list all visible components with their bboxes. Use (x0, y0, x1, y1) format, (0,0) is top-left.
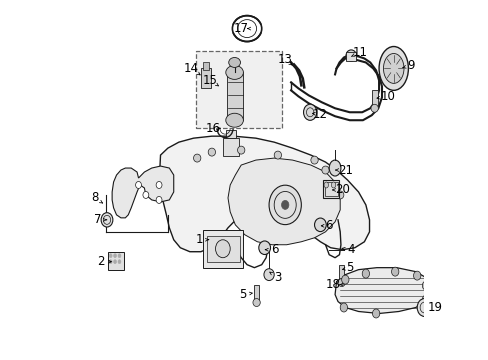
Ellipse shape (118, 260, 121, 264)
Bar (371, 90, 377, 108)
Ellipse shape (156, 181, 162, 189)
Polygon shape (160, 136, 369, 252)
Ellipse shape (321, 166, 328, 174)
Ellipse shape (268, 185, 301, 225)
FancyBboxPatch shape (195, 50, 282, 128)
Bar (346, 53, 356, 62)
Bar (107, 252, 123, 270)
Ellipse shape (135, 181, 141, 189)
Text: 21: 21 (337, 163, 352, 176)
Polygon shape (227, 158, 340, 245)
Ellipse shape (413, 271, 420, 280)
Ellipse shape (208, 148, 215, 156)
Bar (206, 236, 239, 262)
Text: 12: 12 (312, 108, 327, 121)
Ellipse shape (113, 254, 116, 258)
Text: 18: 18 (325, 278, 340, 291)
Bar (324, 182, 337, 196)
Ellipse shape (328, 160, 340, 176)
Bar (225, 130, 236, 138)
Text: 6: 6 (325, 219, 332, 232)
Ellipse shape (258, 241, 270, 255)
Text: 20: 20 (334, 184, 349, 197)
Ellipse shape (340, 303, 347, 312)
Ellipse shape (101, 213, 113, 227)
Ellipse shape (314, 218, 325, 231)
Ellipse shape (378, 46, 407, 90)
Polygon shape (334, 268, 429, 314)
Ellipse shape (383, 54, 403, 84)
Text: 9: 9 (407, 59, 414, 72)
Text: 8: 8 (91, 192, 98, 204)
Polygon shape (112, 166, 173, 218)
Bar (201, 68, 211, 88)
Text: 14: 14 (183, 62, 199, 75)
Ellipse shape (142, 192, 148, 198)
Ellipse shape (372, 309, 379, 318)
Text: 3: 3 (274, 271, 281, 284)
Text: 2: 2 (97, 255, 104, 268)
Ellipse shape (336, 191, 343, 199)
Text: 19: 19 (427, 301, 442, 314)
Ellipse shape (324, 182, 328, 188)
Bar (339, 265, 343, 283)
Text: 5: 5 (346, 261, 353, 274)
Ellipse shape (109, 254, 112, 258)
Ellipse shape (281, 201, 288, 210)
Ellipse shape (422, 295, 429, 304)
Ellipse shape (215, 240, 230, 258)
Text: 13: 13 (277, 53, 292, 66)
Bar (203, 230, 243, 268)
Text: 7: 7 (94, 213, 101, 226)
Ellipse shape (118, 254, 121, 258)
Ellipse shape (331, 182, 335, 188)
Ellipse shape (109, 260, 112, 264)
Text: 4: 4 (347, 243, 354, 256)
Bar (226, 72, 242, 120)
Bar (323, 180, 339, 198)
Ellipse shape (252, 298, 260, 306)
Ellipse shape (274, 151, 281, 159)
Ellipse shape (264, 269, 274, 280)
Ellipse shape (337, 279, 345, 287)
Ellipse shape (204, 234, 211, 242)
Ellipse shape (303, 104, 316, 120)
Bar (223, 138, 239, 156)
Ellipse shape (391, 267, 398, 276)
Ellipse shape (370, 104, 378, 112)
Text: 15: 15 (203, 74, 217, 87)
Ellipse shape (416, 298, 431, 316)
Text: 16: 16 (205, 122, 221, 135)
Ellipse shape (422, 281, 429, 290)
Ellipse shape (113, 260, 116, 264)
Bar (203, 62, 208, 71)
Text: 10: 10 (380, 90, 394, 103)
Ellipse shape (341, 275, 348, 284)
Ellipse shape (225, 66, 243, 80)
Ellipse shape (225, 113, 243, 127)
Text: 6: 6 (271, 243, 278, 256)
Text: 11: 11 (352, 46, 367, 59)
Text: 5: 5 (239, 288, 246, 301)
Ellipse shape (228, 58, 240, 67)
Bar (254, 285, 258, 302)
Ellipse shape (346, 50, 356, 61)
Text: 17: 17 (233, 22, 248, 35)
Ellipse shape (362, 269, 369, 278)
Ellipse shape (193, 154, 201, 162)
Ellipse shape (310, 156, 318, 164)
Ellipse shape (156, 197, 162, 203)
Ellipse shape (237, 146, 244, 154)
Text: 1: 1 (195, 233, 203, 246)
